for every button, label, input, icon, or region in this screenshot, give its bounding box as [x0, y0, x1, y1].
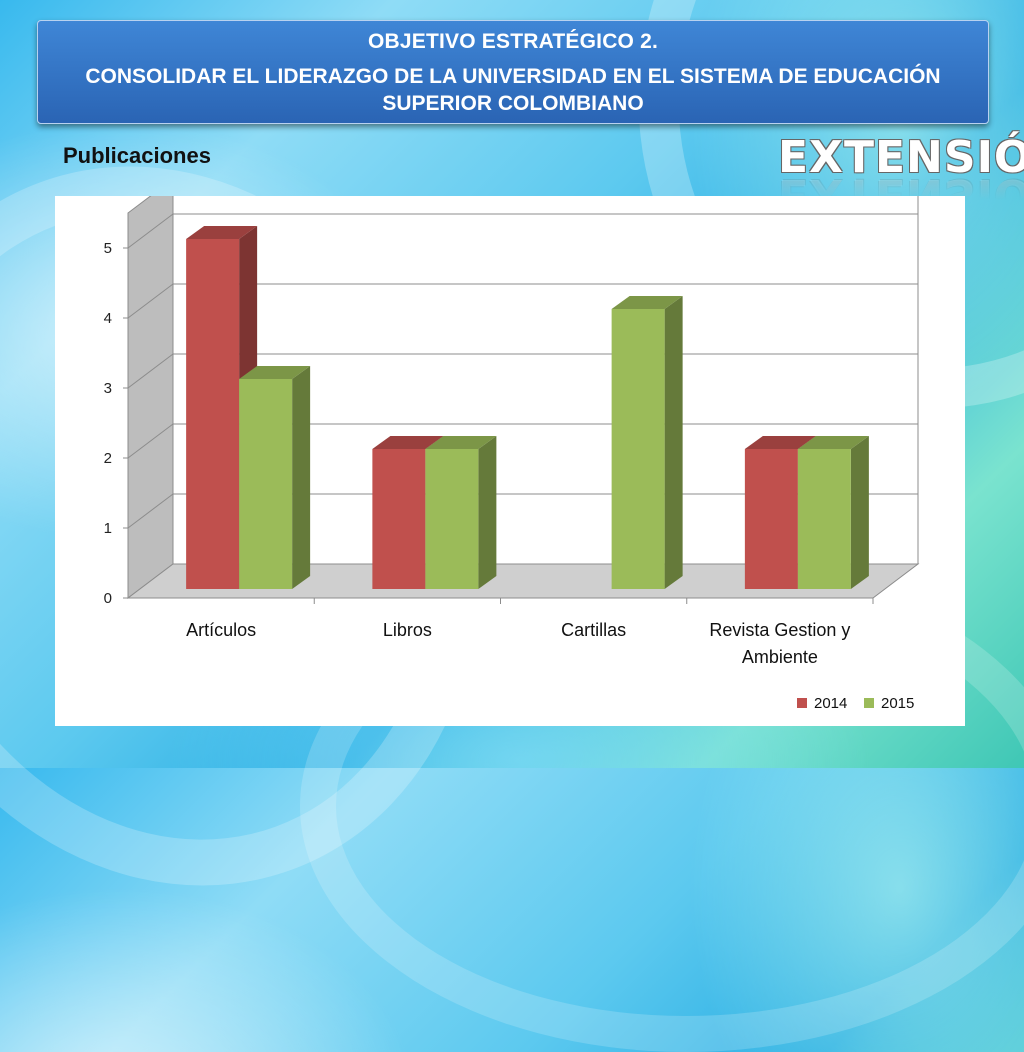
bar-side [478, 436, 497, 589]
bar [611, 309, 665, 589]
category-label: Libros [383, 620, 432, 640]
legend-swatch [797, 698, 807, 708]
section-word: EXTENSIÓN [778, 132, 1024, 183]
bar-side [664, 296, 683, 589]
category-label: Artículos [186, 620, 256, 640]
bar-top [611, 296, 683, 309]
legend-swatch [864, 698, 874, 708]
legend-label: 2014 [814, 695, 847, 712]
gridline-side [127, 493, 174, 529]
gridline-side [127, 423, 174, 459]
bar [372, 449, 426, 589]
chart-panel: 0 1 2 3 4 5 Artículos Libros Cartillas Revista Ge… [55, 196, 965, 726]
objective-description: CONSOLIDAR EL LIDERAZGO DE LA UNIVERSIDA… [85, 65, 941, 115]
y-tick-label: 3 [104, 380, 112, 397]
y-tick-label: 5 [104, 240, 112, 257]
bar [797, 449, 851, 589]
title-banner: OBJETIVO ESTRATÉGICO 2. CONSOLIDAR EL LI… [37, 20, 989, 124]
bar [744, 449, 798, 589]
bar-top [744, 436, 816, 449]
chart-title: Publicaciones [63, 143, 211, 168]
category-label: Revista Gestion y Ambiente [709, 620, 850, 667]
category-label: Cartillas [561, 620, 626, 640]
bar-side [292, 366, 311, 589]
objective-heading: OBJETIVO ESTRATÉGICO 2. [367, 30, 659, 53]
bar-top [797, 436, 869, 449]
bar-top [186, 226, 258, 239]
bar-side [850, 436, 869, 589]
side-wall [127, 196, 174, 600]
y-tick-label: 2 [104, 450, 112, 467]
gridline-side [127, 283, 174, 319]
bar [186, 239, 240, 589]
bar-top [372, 436, 444, 449]
y-tick-label: 0 [104, 590, 112, 607]
bar-top [425, 436, 497, 449]
legend-label: 2015 [881, 695, 914, 712]
gridline-side [127, 213, 174, 249]
y-tick-label: 1 [104, 520, 112, 537]
gridline-side [127, 353, 174, 389]
y-tick-label: 4 [104, 310, 112, 327]
bar [425, 449, 479, 589]
bar [239, 379, 293, 589]
bar-top [239, 366, 311, 379]
bar-chart: 0 1 2 3 4 5 Artículos Libros Cartillas Revista Ge… [104, 196, 920, 712]
